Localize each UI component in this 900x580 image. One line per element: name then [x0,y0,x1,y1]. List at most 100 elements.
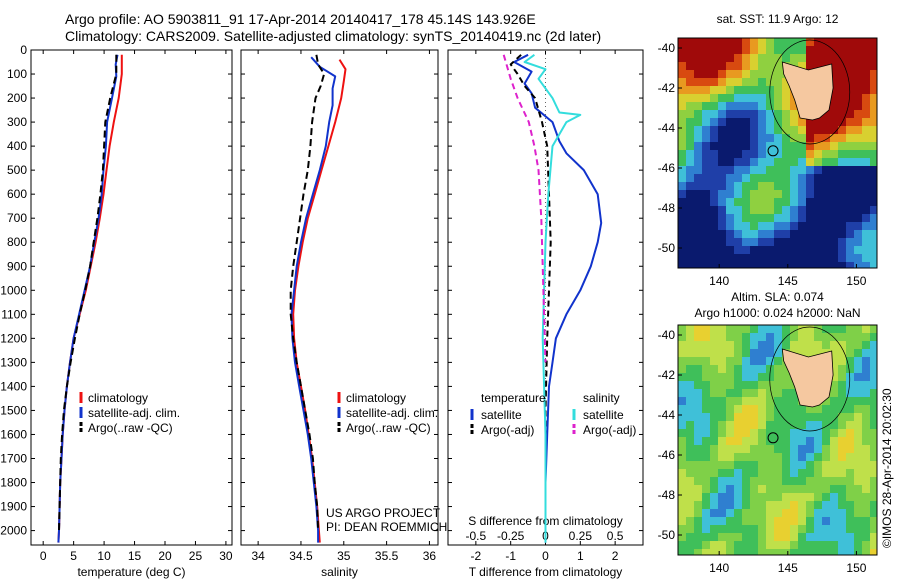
sla-field-cell [726,453,734,461]
sla-field-cell [870,533,877,541]
sst-field-cell [718,134,726,142]
sst-field-cell [726,174,734,182]
sst-field-cell [830,198,838,206]
sst-field-cell [734,190,742,198]
sst-field-cell [742,86,750,94]
sst-field-cell [854,46,862,54]
sla-field-cell [702,525,710,533]
sla-field-cell [830,517,838,525]
sst-field-cell [726,142,734,150]
sla-field-cell [678,357,686,365]
sla-field-cell [782,525,790,533]
sla-lon-tick-label: 140 [709,561,729,575]
sst-field-cell [862,254,870,262]
sla-field-cell [854,509,862,517]
sla-field-cell [854,413,862,421]
temperature-legend-item-0: climatology [88,391,148,405]
sla-field-cell [830,533,838,541]
sst-field-cell [862,182,870,190]
sla-field-cell [870,541,877,549]
sst-field-cell [838,38,846,46]
sla-field-cell [726,437,734,445]
depth-tick-label: 1400 [0,379,27,393]
sla-field-cell [782,373,790,381]
sst-field-cell [830,262,838,268]
sla-field-cell [758,469,766,477]
sst-field-cell [814,262,822,268]
sst-field-cell [702,198,710,206]
sla-field-cell [766,541,774,549]
sla-field-cell [822,509,830,517]
sst-field-cell [758,166,766,174]
sla-field-cell [750,325,758,333]
sla-field-cell [822,413,830,421]
sla-field-cell [862,333,870,341]
sla-field-cell [870,333,877,341]
sla-field-cell [766,549,774,555]
sst-map-frame [677,37,878,269]
sst-field-cell [734,94,742,102]
sla-field-cell [870,437,877,445]
sst-field-cell [774,118,782,126]
sst-field-cell [838,174,846,182]
sst-field-cell [846,142,854,150]
sla-field-cell [870,373,877,381]
difference-series-1 [509,54,552,531]
sst-field-cell [766,246,774,254]
temperature-profile-panel: 0100200300400500600700800900100011001200… [0,43,233,579]
sst-field-cell [766,262,774,268]
sst-field-cell [726,222,734,230]
sla-field-cell [710,501,718,509]
sla-field-cell [758,397,766,405]
sst-field-cell [806,158,814,166]
sla-field-cell [782,381,790,389]
sla-field-cell [686,541,694,549]
sla-field-cell [694,429,702,437]
sla-field-cell [678,373,686,381]
difference-x-axis-label: T difference from climatology [469,565,623,579]
sst-field-cell [734,198,742,206]
sst-field-cell [854,238,862,246]
sla-field-cell [870,325,877,333]
sst-field-cell [702,182,710,190]
sla-field-cell [814,413,822,421]
sst-field-cell [830,86,838,94]
sla-field-cell [838,429,846,437]
sst-field-cell [742,38,750,46]
sla-field-cell [870,421,877,429]
sst-field-cell [838,86,846,94]
depth-tick-label: 700 [7,211,27,225]
sst-field-cell [830,182,838,190]
sst-field-cell [822,182,830,190]
sst-field-cell [758,254,766,262]
sla-field-cell [734,325,742,333]
sst-field-cell [766,118,774,126]
sst-field-cell [694,134,702,142]
sst-field-cell [790,206,798,214]
sst-field-cell [806,230,814,238]
sst-field-cell [854,62,862,70]
legend-temperature-title: temperature [481,391,546,405]
sla-field-cell [822,333,830,341]
sla-field-cell [782,421,790,429]
sst-field-cell [678,262,686,268]
sla-field-cell [710,533,718,541]
sst-field-cell [686,94,694,102]
sst-field-cell [774,166,782,174]
sla-field-cell [694,381,702,389]
sst-field-cell [854,174,862,182]
sst-field-cell [694,230,702,238]
sla-field-cell [838,501,846,509]
temperature-xtick-label: 25 [189,549,203,563]
sla-field-cell [846,549,854,555]
sst-field-cell [822,206,830,214]
sst-field-cell [798,198,806,206]
sst-field-cell [846,78,854,86]
sla-field-cell [870,429,877,437]
sla-field-cell [726,509,734,517]
difference-xtick-label: -2 [471,549,482,563]
sst-field-cell [798,46,806,54]
temperature-xtick-label: 0 [40,549,47,563]
sla-field-cell [678,453,686,461]
sst-field-cell [774,254,782,262]
